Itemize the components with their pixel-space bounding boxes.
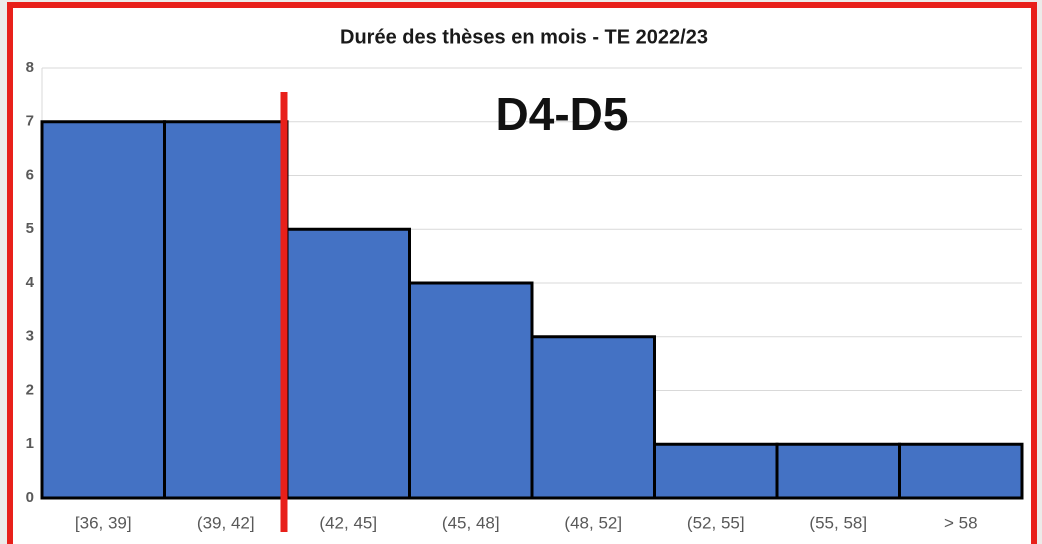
bar <box>653 442 779 500</box>
x-tick-label: (45, 48] <box>442 513 500 532</box>
y-tick-label: 3 <box>26 328 34 345</box>
y-tick-label: 2 <box>26 381 34 398</box>
bar <box>898 442 1024 500</box>
annotation: D4-D5 <box>496 88 629 140</box>
y-tick-label: 8 <box>26 59 34 76</box>
bar <box>163 120 289 500</box>
bar <box>775 442 901 500</box>
y-tick-label: 6 <box>26 166 34 183</box>
y-tick-label: 7 <box>26 113 34 130</box>
x-tick-label: [36, 39] <box>75 513 132 532</box>
y-tick-label: 0 <box>26 489 34 506</box>
y-tick-label: 5 <box>26 220 34 237</box>
y-tick-label: 4 <box>26 274 35 291</box>
bar <box>530 335 656 500</box>
chart-title: Durée des thèses en mois - TE 2022/23 <box>340 26 708 48</box>
x-tick-label: (39, 42] <box>197 513 255 532</box>
y-tick-label: 1 <box>26 435 34 452</box>
plot-area: 0 1 2 3 4 5 6 7 8 [36, 39] (39, 42] (42, 45] (45, 48… <box>26 59 1024 532</box>
x-tick-label: (52, 55] <box>687 513 745 532</box>
x-tick-label: (48, 52] <box>564 513 622 532</box>
x-tick-label: (55, 58] <box>809 513 867 532</box>
x-tick-label: > 58 <box>944 513 978 532</box>
bar <box>408 281 534 500</box>
x-tick-label: (42, 45] <box>319 513 377 532</box>
bar <box>285 227 411 500</box>
bar <box>40 120 166 500</box>
